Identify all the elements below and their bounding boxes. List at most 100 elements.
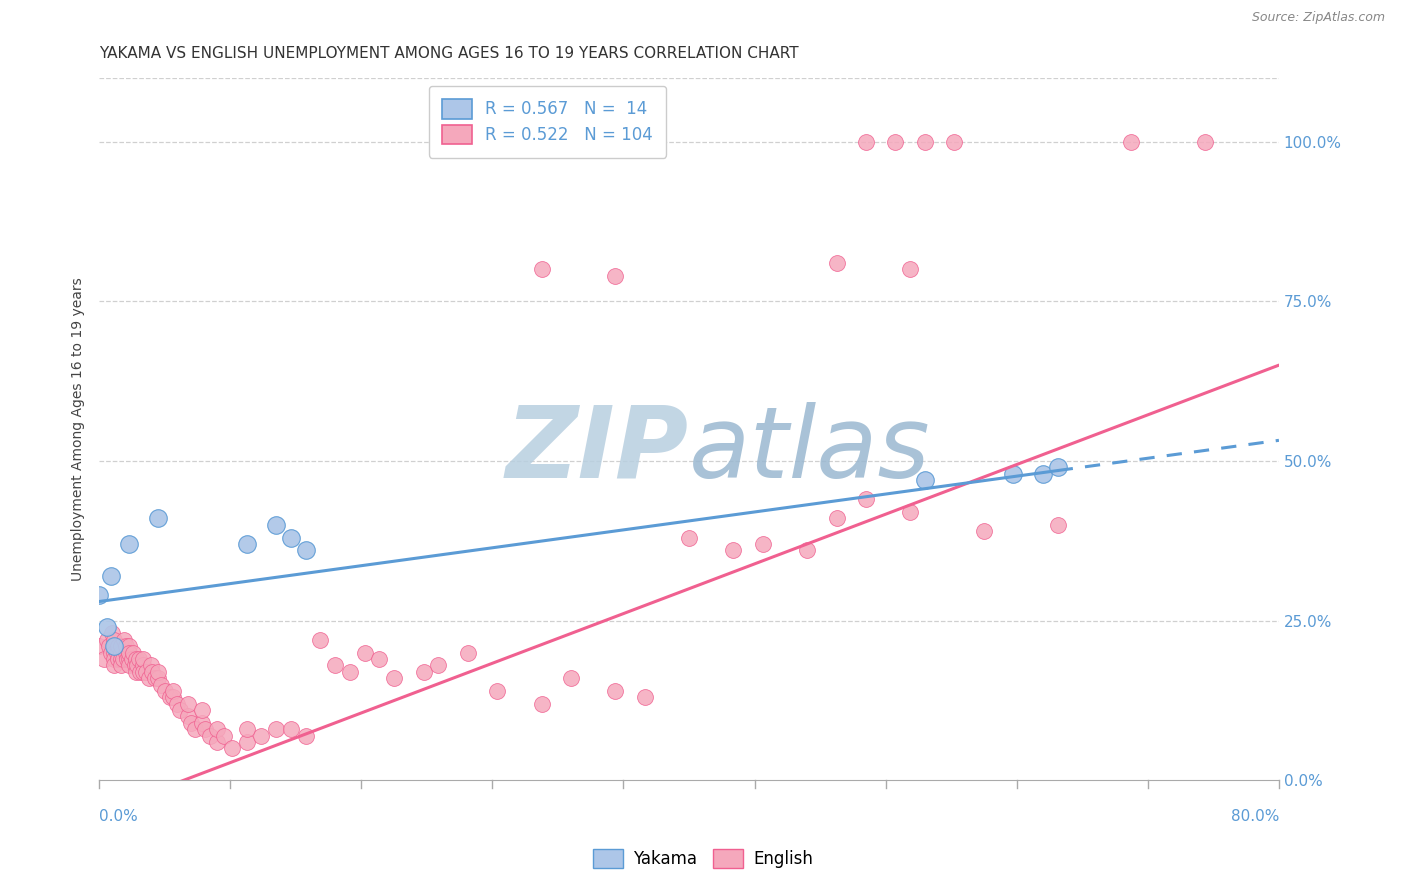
Point <box>634 690 657 705</box>
Point <box>138 671 160 685</box>
Point <box>530 262 553 277</box>
Point <box>235 723 257 737</box>
Point <box>101 626 124 640</box>
Point <box>412 665 434 679</box>
Legend: Yakama, English: Yakama, English <box>586 842 820 875</box>
Point <box>184 723 207 737</box>
Point <box>294 729 316 743</box>
Point <box>129 665 152 679</box>
Point <box>353 646 375 660</box>
Point <box>221 741 243 756</box>
Point <box>855 492 877 507</box>
Point <box>368 652 391 666</box>
Point <box>205 735 228 749</box>
Point <box>723 543 745 558</box>
Point <box>323 658 346 673</box>
Point <box>105 646 128 660</box>
Point <box>280 531 302 545</box>
Point <box>122 646 145 660</box>
Point <box>1194 135 1216 149</box>
Point <box>115 652 138 666</box>
Point <box>280 723 302 737</box>
Point <box>191 703 214 717</box>
Point <box>100 646 122 660</box>
Point <box>111 652 134 666</box>
Point <box>162 690 184 705</box>
Point <box>114 646 136 660</box>
Point <box>110 652 132 666</box>
Point <box>264 723 287 737</box>
Point <box>103 646 125 660</box>
Point <box>110 658 132 673</box>
Point <box>114 639 136 653</box>
Point <box>107 639 129 653</box>
Point <box>128 652 150 666</box>
Point <box>117 639 139 653</box>
Point <box>155 684 177 698</box>
Point <box>427 658 450 673</box>
Point <box>382 671 405 685</box>
Point <box>117 537 139 551</box>
Point <box>486 684 509 698</box>
Point <box>1046 460 1069 475</box>
Point <box>169 703 191 717</box>
Point <box>117 652 139 666</box>
Point <box>96 620 118 634</box>
Legend: R = 0.567   N =  14, R = 0.522   N = 104: R = 0.567 N = 14, R = 0.522 N = 104 <box>429 86 666 158</box>
Point <box>943 135 966 149</box>
Point <box>103 639 125 653</box>
Point <box>530 697 553 711</box>
Point <box>117 646 139 660</box>
Point <box>107 652 129 666</box>
Point <box>235 735 257 749</box>
Point <box>194 723 217 737</box>
Point <box>103 639 125 653</box>
Point <box>205 723 228 737</box>
Text: 80.0%: 80.0% <box>1230 809 1279 824</box>
Point <box>135 665 157 679</box>
Point <box>678 531 700 545</box>
Point <box>1002 467 1025 481</box>
Point <box>605 684 627 698</box>
Point <box>112 632 135 647</box>
Point <box>198 729 221 743</box>
Point <box>796 543 818 558</box>
Point <box>339 665 361 679</box>
Point <box>605 268 627 283</box>
Text: ZIP: ZIP <box>506 401 689 499</box>
Text: atlas: atlas <box>689 401 931 499</box>
Point <box>132 658 155 673</box>
Point <box>162 684 184 698</box>
Point <box>560 671 582 685</box>
Point <box>825 511 848 525</box>
Point <box>117 646 139 660</box>
Point <box>176 697 198 711</box>
Point <box>1046 517 1069 532</box>
Point <box>141 665 163 679</box>
Point <box>124 658 146 673</box>
Point <box>855 135 877 149</box>
Point <box>121 652 143 666</box>
Point <box>309 632 332 647</box>
Point <box>235 537 257 551</box>
Point <box>103 658 125 673</box>
Point <box>125 665 148 679</box>
Point <box>125 652 148 666</box>
Point <box>264 517 287 532</box>
Point <box>825 256 848 270</box>
Point <box>180 715 202 730</box>
Point <box>96 632 118 647</box>
Point <box>93 652 115 666</box>
Point <box>132 652 155 666</box>
Point <box>457 646 479 660</box>
Point <box>110 646 132 660</box>
Point <box>1121 135 1143 149</box>
Point <box>100 569 122 583</box>
Point <box>752 537 775 551</box>
Point <box>914 473 936 487</box>
Point <box>191 715 214 730</box>
Point <box>294 543 316 558</box>
Point <box>898 505 921 519</box>
Point <box>214 729 236 743</box>
Text: YAKAMA VS ENGLISH UNEMPLOYMENT AMONG AGES 16 TO 19 YEARS CORRELATION CHART: YAKAMA VS ENGLISH UNEMPLOYMENT AMONG AGE… <box>100 46 799 62</box>
